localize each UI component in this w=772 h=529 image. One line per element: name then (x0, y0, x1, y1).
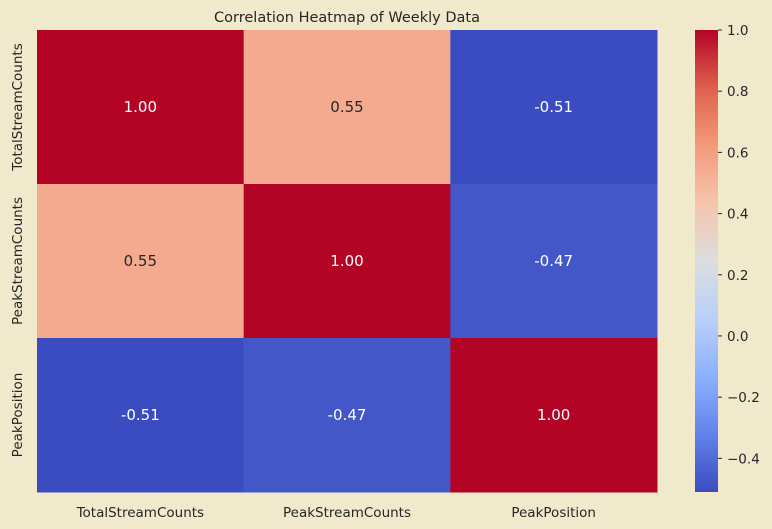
heatmap-cell (37, 338, 245, 493)
colorbar-tick-label: 0.2 (727, 268, 748, 284)
heatmap-cell (450, 184, 658, 339)
cell-value-label: -0.51 (121, 406, 160, 424)
colorbar-tick-label: −0.4 (727, 451, 760, 467)
cell-value-label: -0.47 (534, 252, 573, 270)
colorbar-tick-label: 0.4 (727, 207, 748, 223)
y-tick-label: PeakPosition (10, 373, 26, 458)
x-axis-tick-labels: TotalStreamCounts PeakStreamCounts PeakPos… (76, 505, 596, 521)
colorbar (695, 30, 718, 492)
y-tick-label: PeakStreamCounts (10, 197, 26, 325)
x-tick-label: TotalStreamCounts (76, 505, 205, 521)
cell-value-label: -0.51 (534, 98, 573, 116)
cell-value-label: -0.47 (328, 406, 367, 424)
heatmap-cell (243, 184, 451, 339)
cell-value-label: 1.00 (124, 98, 157, 116)
heatmap-cell-labels: 1.00 0.55 -0.51 0.55 1.00 -0.47 -0.51 -0.47 1.00 (121, 98, 573, 424)
y-axis-tick-labels: TotalStreamCounts PeakStreamCounts PeakPos… (10, 43, 26, 457)
heatmap-cell (243, 338, 451, 493)
heatmap-cell (37, 184, 245, 339)
colorbar-tick-label: −0.2 (727, 390, 760, 406)
heatmap-cell (243, 30, 451, 185)
colorbar-tick-label: 0.6 (727, 145, 748, 161)
x-tick-label: PeakStreamCounts (283, 505, 411, 521)
colorbar-tick-label: 0.8 (727, 84, 748, 100)
cell-value-label: 1.00 (330, 252, 363, 270)
colorbar-tick-label: 0.0 (727, 329, 748, 345)
cell-value-label: 0.55 (330, 98, 363, 116)
heatmap-cell (450, 30, 658, 185)
x-tick-label: PeakPosition (511, 505, 596, 521)
cell-value-label: 0.55 (124, 252, 157, 270)
heatmap-cell (450, 338, 658, 493)
heatmap-cell (37, 30, 245, 185)
colorbar-tick-label: 1.0 (727, 23, 748, 39)
heatmap-cells (37, 30, 658, 493)
chart-title: Correlation Heatmap of Weekly Data (214, 10, 480, 26)
y-tick-label: TotalStreamCounts (10, 43, 26, 172)
cell-value-label: 1.00 (537, 406, 570, 424)
colorbar-ticks: −0.4 −0.2 0.0 0.2 0.4 0.6 0.8 1.0 (718, 23, 760, 467)
